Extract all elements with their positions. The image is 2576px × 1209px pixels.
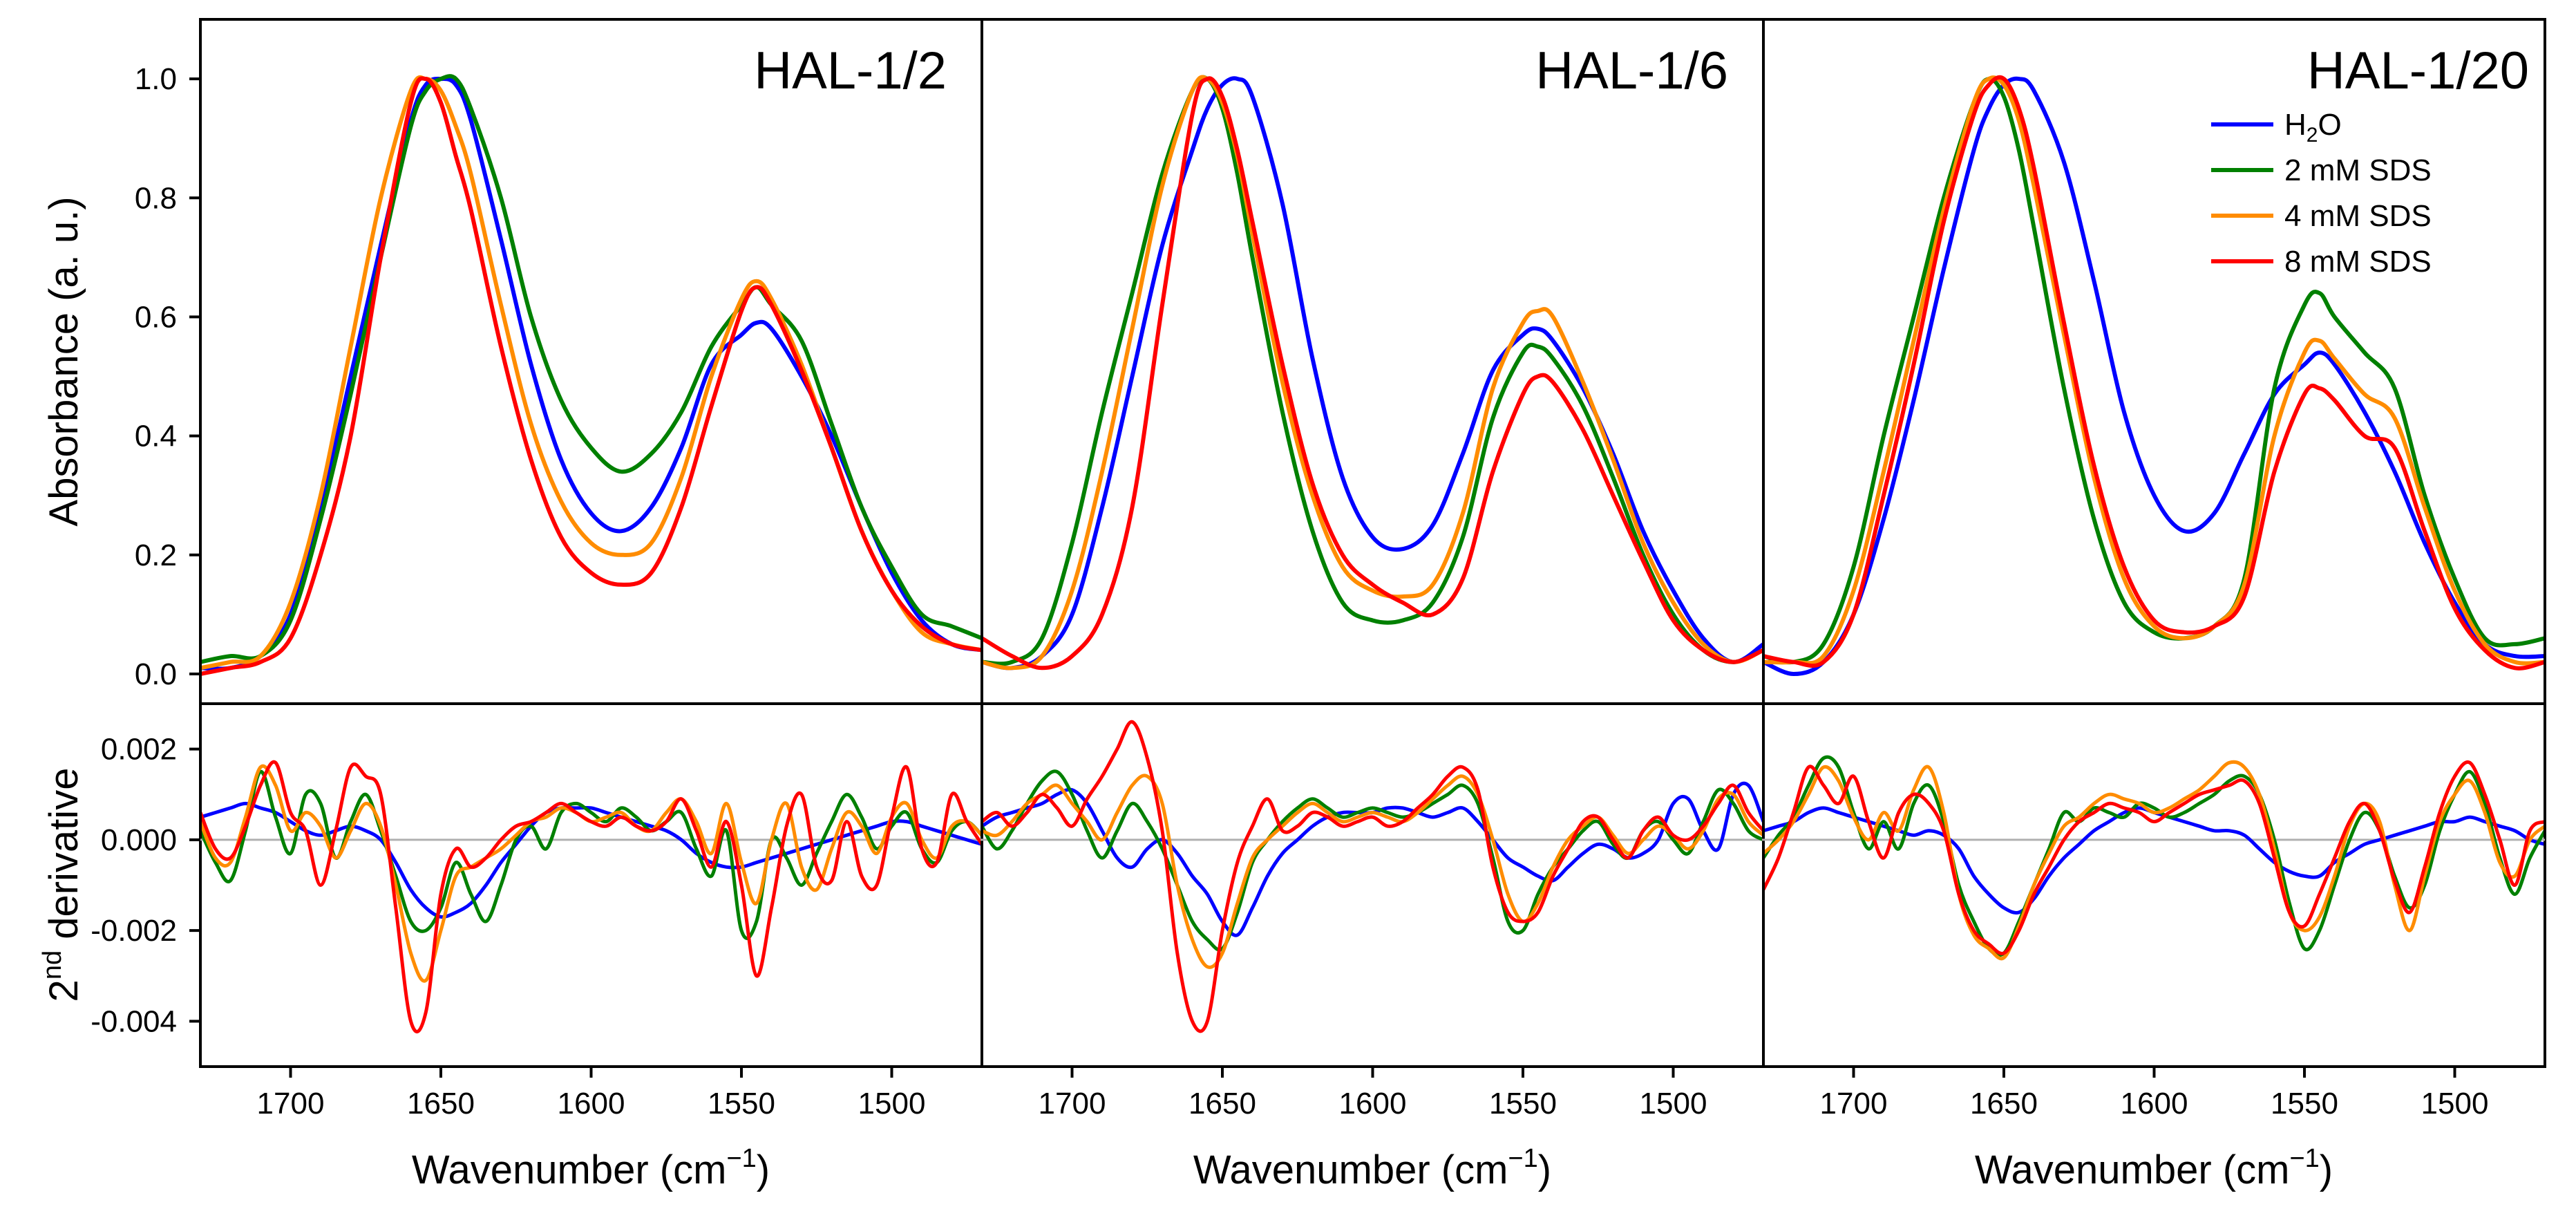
legend-item-2mm-sds: 2 mM SDS <box>2211 153 2432 187</box>
legend-label-h2o: H2O <box>2284 108 2342 147</box>
legend-item-h2o: H2O <box>2211 108 2342 147</box>
legend-label-h2o-base: H <box>2284 108 2307 142</box>
y-tick-label-derivative-3: -0.004 <box>91 1004 177 1038</box>
x-tick-label-hal-1-2-1550: 1550 <box>708 1087 775 1121</box>
x-tick-label-hal-1-6-1650: 1650 <box>1188 1087 1256 1121</box>
panel-frame-bottom-hal-1-6 <box>981 702 1765 1068</box>
panel-frame-top-hal-1-2 <box>199 18 983 705</box>
absorbance-line-hal-1-6-8-mm-sds <box>983 76 1762 671</box>
absorbance-series-hal-1-6 <box>983 75 1762 671</box>
panel-title-hal-1-6: HAL-1/6 <box>1535 41 1728 100</box>
absorbance-line-hal-1-2-8-mm-sds <box>202 76 981 676</box>
derivative-line-hal-1-6-h2o <box>983 781 1762 937</box>
derivative-line-hal-1-6-8-mm-sds <box>983 720 1762 1033</box>
x-axis-title-hal-1-6: Wavenumber (cm−1) <box>1193 1144 1551 1192</box>
x-axis-title-main: Wavenumber (cm <box>1193 1147 1508 1192</box>
absorbance-line-hal-1-6-h2o <box>983 76 1762 671</box>
x-axis-title-hal-1-20: Wavenumber (cm−1) <box>1975 1144 2333 1192</box>
y-tick-label-derivative-2: -0.002 <box>91 914 177 948</box>
x-axis-title-close: ) <box>2320 1147 2333 1192</box>
x-axis-title-hal-1-2: Wavenumber (cm−1) <box>412 1144 770 1192</box>
derivative-line-hal-1-2-2-mm-sds <box>202 769 981 940</box>
absorbance-series-hal-1-20 <box>1765 75 2544 676</box>
y-axis-title-derivative-base: 2 <box>41 980 86 1002</box>
x-tick-label-hal-1-6-1700: 1700 <box>1039 1087 1106 1121</box>
y-tick-label-absorbance-3: 0.6 <box>135 300 177 334</box>
legend-item-8mm-sds: 8 mM SDS <box>2211 245 2432 279</box>
x-tick-label-hal-1-2-1700: 1700 <box>257 1087 325 1121</box>
panel-title-hal-1-2: HAL-1/2 <box>754 41 947 100</box>
legend-label-8mm-sds: 8 mM SDS <box>2284 245 2432 279</box>
x-tick-label-hal-1-6-1550: 1550 <box>1489 1087 1557 1121</box>
absorbance-line-hal-1-20-4-mm-sds <box>1765 75 2544 666</box>
absorbance-line-hal-1-6-2-mm-sds <box>983 75 1762 666</box>
x-axis-title-sup: −1 <box>2289 1144 2319 1173</box>
x-tick-label-hal-1-2-1500: 1500 <box>858 1087 926 1121</box>
panel-frame-top-hal-1-6 <box>981 18 1765 705</box>
legend-label-2mm-sds: 2 mM SDS <box>2284 153 2432 187</box>
legend-label-h2o-rest: O <box>2318 108 2341 142</box>
y-axis-title-derivative-sup: nd <box>38 950 67 980</box>
panel-frames <box>199 18 2546 1068</box>
legend-item-4mm-sds: 4 mM SDS <box>2211 199 2432 233</box>
derivative-line-hal-1-6-4-mm-sds <box>983 774 1762 969</box>
y-axis-title-derivative-rest: derivative <box>41 768 86 950</box>
absorbance-line-hal-1-2-2-mm-sds <box>202 74 981 664</box>
panel-frame-top-hal-1-20 <box>1762 18 2546 705</box>
absorbance-line-hal-1-6-4-mm-sds <box>983 75 1762 671</box>
y-tick-label-derivative-0: 0.002 <box>101 733 177 767</box>
panel-frame-bottom-hal-1-20 <box>1762 702 2546 1068</box>
y-tick-label-absorbance-1: 0.2 <box>135 538 177 572</box>
x-tick-label-hal-1-6-1500: 1500 <box>1640 1087 1707 1121</box>
y-tick-label-absorbance-4: 0.8 <box>135 181 177 215</box>
x-axis-title-sup: −1 <box>726 1144 756 1173</box>
x-axis-title-main: Wavenumber (cm <box>1975 1147 2290 1192</box>
x-axis-title-sup: −1 <box>1508 1144 1537 1173</box>
legend-label-4mm-sds: 4 mM SDS <box>2284 199 2432 233</box>
absorbance-line-hal-1-2-4-mm-sds <box>202 75 981 670</box>
absorbance-line-hal-1-20-h2o <box>1765 76 2544 676</box>
derivative-line-hal-1-6-2-mm-sds <box>983 769 1762 952</box>
y-tick-label-absorbance-5: 1.0 <box>135 62 177 96</box>
derivative-line-hal-1-2-8-mm-sds <box>202 760 981 1033</box>
x-tick-label-hal-1-20-1550: 1550 <box>2271 1087 2338 1121</box>
x-tick-label-hal-1-20-1700: 1700 <box>1820 1087 1888 1121</box>
y-tick-label-derivative-1: 0.000 <box>101 823 177 857</box>
x-axis-title-close: ) <box>1538 1147 1551 1192</box>
absorbance-series-hal-1-2 <box>202 74 981 676</box>
x-tick-label-hal-1-2-1650: 1650 <box>407 1087 475 1121</box>
absorbance-line-hal-1-2-h2o <box>202 77 981 671</box>
y-axis-title-absorbance: Absorbance (a. u.) <box>41 196 86 526</box>
legend-label-h2o-sub: 2 <box>2307 124 2318 147</box>
ticks-layer: 1700 1650 1600 1550 1500 1700 1650 1600 1550 1500… <box>91 62 2488 1121</box>
legend: H2O 2 mM SDS 4 mM SDS 8 mM SDS <box>2211 108 2432 279</box>
x-tick-label-hal-1-20-1500: 1500 <box>2421 1087 2489 1121</box>
y-tick-label-absorbance-0: 0.0 <box>135 657 177 691</box>
x-tick-label-hal-1-20-1600: 1600 <box>2121 1087 2188 1121</box>
derivative-series-hal-1-20 <box>1765 755 2544 961</box>
x-tick-label-hal-1-20-1650: 1650 <box>1970 1087 2038 1121</box>
derivative-line-hal-1-20-8-mm-sds <box>1765 760 2544 955</box>
x-axis-title-main: Wavenumber (cm <box>412 1147 727 1192</box>
y-axis-title-derivative: 2nd derivative <box>38 768 86 1002</box>
absorbance-line-hal-1-20-8-mm-sds <box>1765 75 2544 671</box>
y-tick-label-absorbance-2: 0.4 <box>135 420 177 453</box>
absorbance-line-hal-1-20-2-mm-sds <box>1765 77 2544 665</box>
derivative-series-hal-1-6 <box>983 720 1762 1033</box>
derivative-series-hal-1-2 <box>202 760 981 1033</box>
derivative-line-hal-1-20-4-mm-sds <box>1765 760 2544 961</box>
x-tick-label-hal-1-2-1600: 1600 <box>558 1087 625 1121</box>
series-layer <box>202 74 2544 1033</box>
panel-title-hal-1-20: HAL-1/20 <box>2307 41 2529 100</box>
x-tick-label-hal-1-6-1600: 1600 <box>1339 1087 1407 1121</box>
x-axis-title-close: ) <box>757 1147 770 1192</box>
